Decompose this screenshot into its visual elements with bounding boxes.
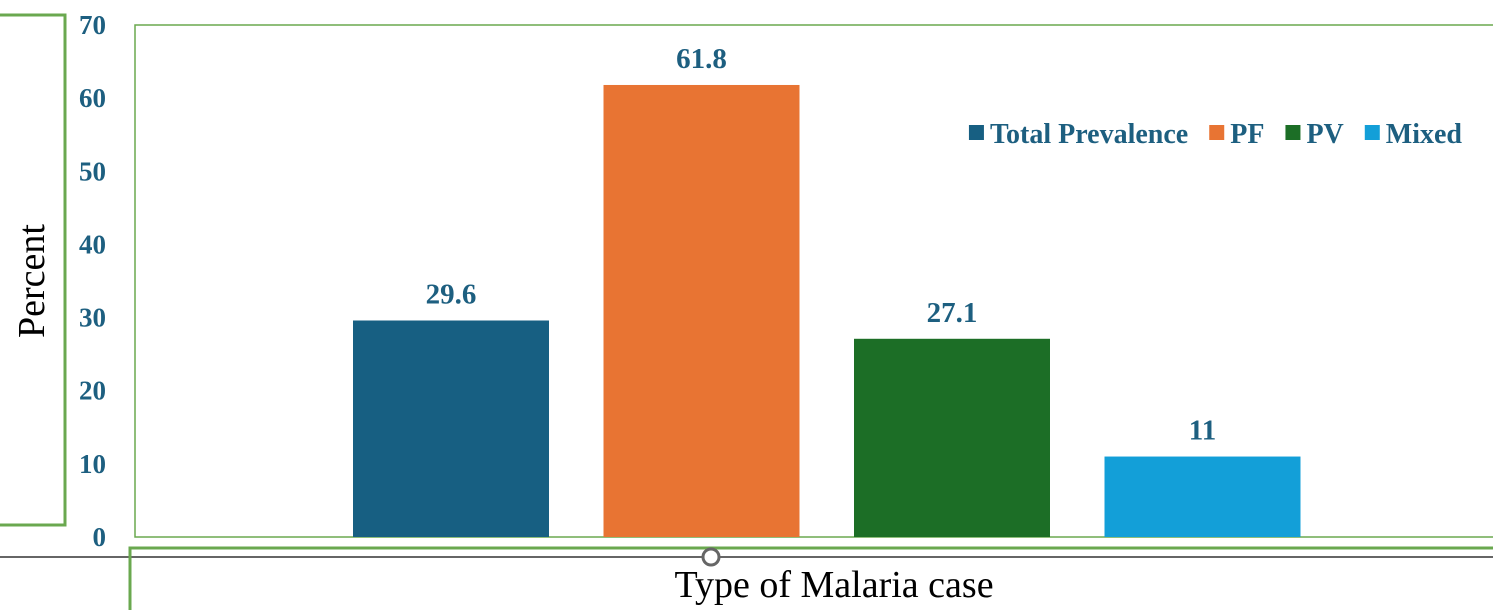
legend-label: Mixed xyxy=(1386,119,1463,150)
bar-pf xyxy=(603,84,800,537)
y-tick-label: 70 xyxy=(79,10,106,40)
y-axis-title: Percent xyxy=(11,224,53,338)
y-tick-label: 50 xyxy=(79,156,106,186)
x-axis-title: Type of Malaria case xyxy=(674,564,993,606)
y-tick-label: 10 xyxy=(79,449,106,479)
legend-label: PF xyxy=(1230,119,1264,150)
data-label-mixed: 11 xyxy=(1189,415,1216,447)
legend-swatch xyxy=(1285,125,1301,140)
y-tick-label: 30 xyxy=(79,303,106,333)
data-label-pv: 27.1 xyxy=(927,297,978,329)
ylabel-selection-frame xyxy=(0,13,67,527)
y-tick-label: 0 xyxy=(93,522,107,552)
bar-mixed xyxy=(1104,456,1301,537)
data-label-pf: 61.8 xyxy=(676,43,727,75)
legend: Total Prevalence PF PV Mixed xyxy=(968,119,1463,150)
legend-swatch xyxy=(1209,125,1225,140)
bar-total-prevalence xyxy=(353,320,549,537)
legend-swatch xyxy=(1364,125,1380,140)
rotate-handle-icon[interactable] xyxy=(701,547,721,567)
legend-label: PV xyxy=(1306,119,1343,150)
xlabel-selection-frame xyxy=(128,546,1493,610)
data-labels: 29.6 61.8 27.1 11 xyxy=(426,43,1217,447)
y-tick-label: 20 xyxy=(79,376,106,406)
y-tick-label: 60 xyxy=(79,83,106,113)
legend-swatch xyxy=(968,125,984,140)
plot-area xyxy=(134,24,1493,538)
bar-pv xyxy=(854,338,1050,537)
y-axis-ticks: 0 10 20 30 40 50 60 70 xyxy=(79,10,106,552)
bars xyxy=(353,84,1301,537)
legend-label: Total Prevalence xyxy=(990,119,1188,150)
data-label-total-prevalence: 29.6 xyxy=(426,278,477,310)
y-tick-label: 40 xyxy=(79,229,106,259)
